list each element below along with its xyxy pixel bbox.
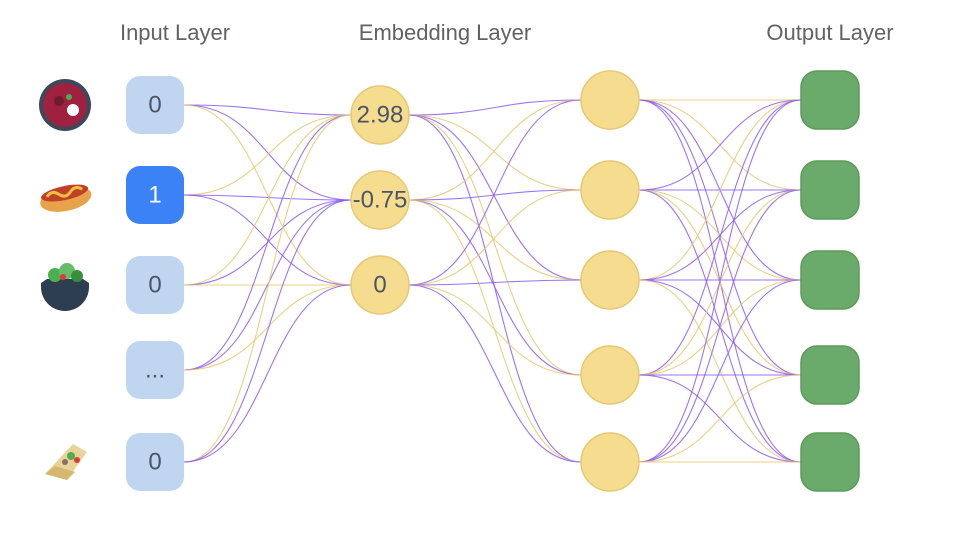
hidden-node [581, 251, 639, 309]
input-node-label: 1 [148, 182, 161, 209]
hidden-node [581, 433, 639, 491]
borscht-icon [39, 79, 91, 131]
embedding-node-label: 0 [373, 272, 386, 299]
hidden-node [581, 346, 639, 404]
layer-title: Input Layer [120, 20, 230, 45]
output-node [801, 433, 859, 491]
output-node [801, 251, 859, 309]
input-node-label: 0 [148, 449, 161, 476]
embedding-node-label: 2.98 [357, 102, 404, 129]
salad-icon [41, 263, 89, 311]
output-node [801, 346, 859, 404]
output-node [801, 161, 859, 219]
layer-title: Embedding Layer [359, 20, 531, 45]
hidden-node [581, 161, 639, 219]
input-node-label: 0 [148, 92, 161, 119]
output-node [801, 71, 859, 129]
hotdog-icon [38, 181, 94, 216]
input-node-label: ... [145, 357, 165, 384]
hidden-node [581, 71, 639, 129]
wrap-icon [45, 444, 87, 480]
network-diagram: Input Layer Embedding Layer Output Layer 0 1… [0, 0, 960, 540]
layer-title: Output Layer [766, 20, 893, 45]
input-node-label: 0 [148, 272, 161, 299]
embedding-node-label: -0.75 [353, 187, 408, 214]
